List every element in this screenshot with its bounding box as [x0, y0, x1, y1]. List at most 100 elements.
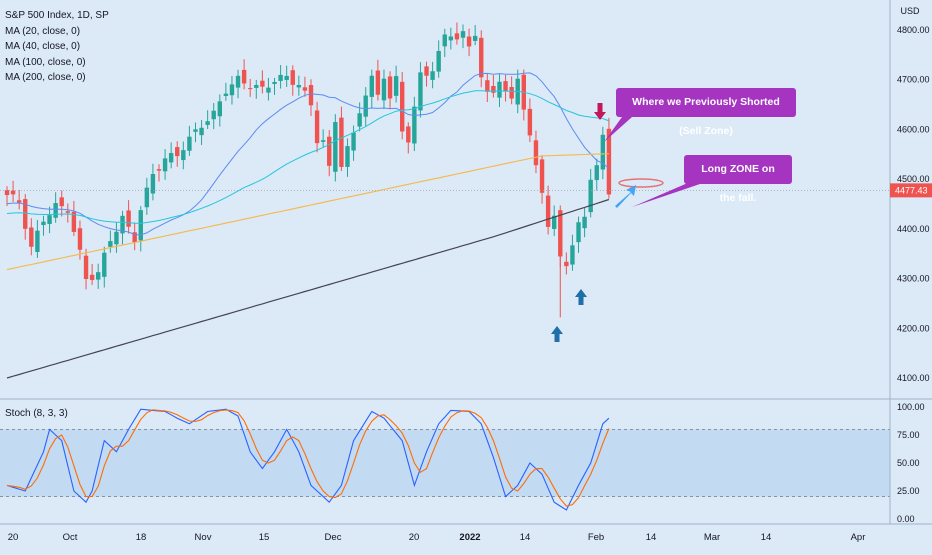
candle — [406, 126, 411, 143]
stoch-axis-tick: 0.00 — [897, 514, 915, 524]
time-axis-label: 18 — [136, 532, 147, 543]
long-zone-ellipse — [618, 178, 664, 188]
candle — [150, 174, 156, 194]
candle — [333, 122, 338, 172]
candle — [10, 190, 16, 195]
candle — [497, 81, 502, 98]
candle — [35, 230, 40, 253]
candle — [89, 274, 95, 280]
price-axis-tick: 4300.00 — [897, 274, 930, 284]
candle — [448, 36, 454, 41]
candle — [266, 87, 271, 93]
long-zone-arrow-icon — [615, 185, 636, 208]
price-axis-tick: 4100.00 — [897, 373, 930, 383]
candle — [412, 106, 417, 144]
legend-ma200: MA (200, close, 0) — [5, 72, 86, 83]
candle — [241, 69, 247, 84]
candle — [539, 159, 545, 193]
candle — [211, 110, 216, 120]
time-axis-label: Feb — [588, 532, 604, 543]
candle — [387, 76, 393, 99]
candle — [16, 200, 22, 203]
time-axis-label: Apr — [851, 532, 866, 543]
candle — [71, 211, 77, 232]
stoch-band — [0, 429, 890, 497]
candle — [138, 210, 143, 241]
candle — [582, 216, 587, 229]
candle — [436, 51, 441, 72]
candle — [156, 169, 162, 171]
candle — [509, 86, 514, 99]
time-axis-label: 20 — [8, 532, 19, 543]
candle — [187, 136, 192, 151]
chart-legend: S&P 500 Index, 1D, SP MA (20, close, 0) … — [5, 8, 109, 86]
stoch-k-line — [6, 408, 610, 511]
time-axis-label: 14 — [646, 532, 657, 543]
candle — [314, 110, 320, 144]
time-axis-label: 20 — [409, 532, 420, 543]
candle — [290, 70, 295, 85]
candle — [479, 37, 484, 78]
candle — [102, 252, 107, 277]
candle — [47, 215, 52, 224]
candle — [41, 221, 46, 226]
candle — [162, 158, 168, 172]
candle — [181, 150, 186, 161]
candle — [278, 74, 283, 81]
candle — [29, 227, 34, 247]
up-arrow-icon — [575, 289, 587, 305]
price-axis-tick: 4200.00 — [897, 323, 930, 333]
sell-zone-callout: Where we Previously Shorted (Sell Zone) — [616, 88, 796, 137]
candle — [53, 203, 58, 218]
price-axis-unit: USD — [900, 6, 920, 16]
stoch-axis-tick: 25.00 — [897, 486, 920, 496]
candle — [576, 222, 581, 243]
time-axis-label: Oct — [63, 532, 78, 543]
candle — [606, 128, 612, 195]
candle — [193, 129, 198, 132]
candle — [460, 31, 466, 38]
price-axis-tick: 4800.00 — [897, 25, 930, 35]
time-axis-label: Dec — [325, 532, 342, 543]
candle — [533, 140, 539, 166]
candle — [296, 85, 302, 88]
candle — [327, 136, 332, 166]
candle — [235, 75, 241, 88]
candle — [284, 75, 289, 80]
current-price-tag — [890, 183, 932, 198]
candle — [442, 34, 447, 47]
candle — [65, 211, 70, 213]
candle — [23, 199, 28, 229]
candle — [217, 101, 222, 117]
candle — [77, 228, 83, 250]
legend-ma40: MA (40, close, 0) — [5, 41, 81, 52]
candle — [175, 147, 180, 157]
current-price-value: 4477.43 — [895, 185, 928, 195]
time-axis-label: 14 — [520, 532, 531, 543]
ma20-line — [6, 72, 610, 236]
stoch-axis-tick: 75.00 — [897, 430, 920, 440]
legend-title: S&P 500 Index, 1D, SP — [5, 10, 109, 21]
price-axis-tick: 4700.00 — [897, 75, 930, 85]
candle — [114, 231, 119, 245]
sell-callout-pointer — [604, 117, 632, 142]
ma200-line — [6, 198, 610, 379]
candle — [132, 232, 137, 243]
candle — [418, 72, 423, 111]
time-axis-label: Mar — [704, 532, 720, 543]
time-axis-label: 2022 — [459, 532, 480, 543]
candle — [588, 179, 593, 213]
candle — [168, 153, 174, 163]
candle — [472, 35, 478, 41]
candle — [205, 121, 210, 125]
candle — [254, 84, 259, 88]
long-callout-pointer — [632, 182, 700, 207]
ma40-line — [6, 90, 610, 224]
candle — [424, 66, 429, 76]
time-axis-label: Nov — [195, 532, 212, 543]
legend-ma20: MA (20, close, 0) — [5, 25, 81, 37]
candle — [260, 80, 265, 87]
candle — [83, 255, 89, 280]
price-axis-tick: 4400.00 — [897, 224, 930, 234]
